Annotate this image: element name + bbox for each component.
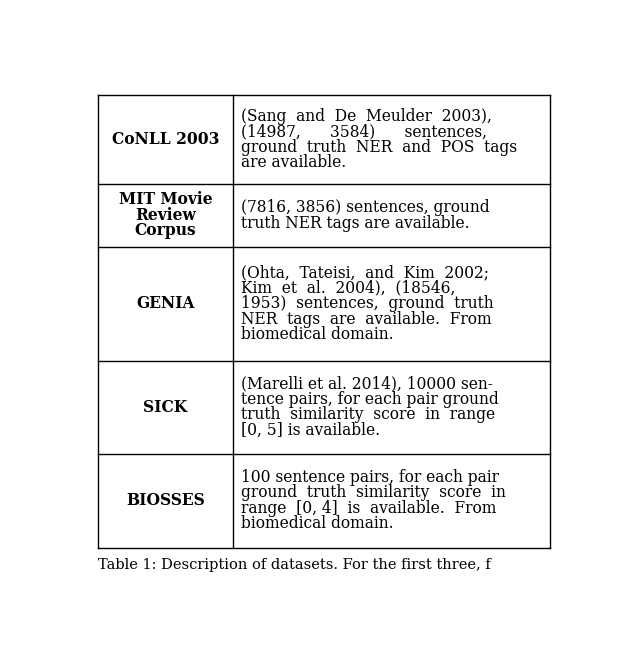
Text: NER  tags  are  available.  From: NER tags are available. From (241, 311, 491, 328)
Text: BIOSSES: BIOSSES (126, 492, 205, 509)
Text: CoNLL 2003: CoNLL 2003 (112, 131, 219, 148)
Text: biomedical domain.: biomedical domain. (241, 515, 393, 532)
Text: are available.: are available. (241, 155, 346, 172)
Text: (Sang  and  De  Meulder  2003),: (Sang and De Meulder 2003), (241, 108, 491, 125)
Text: range  [0, 4]  is  available.  From: range [0, 4] is available. From (241, 500, 496, 517)
Text: truth NER tags are available.: truth NER tags are available. (241, 214, 469, 231)
Text: Corpus: Corpus (135, 222, 197, 239)
Text: Kim  et  al.  2004),  (18546,: Kim et al. 2004), (18546, (241, 280, 455, 296)
Text: ground  truth  similarity  score  in: ground truth similarity score in (241, 484, 505, 501)
Text: 1953)  sentences,  ground  truth: 1953) sentences, ground truth (241, 295, 493, 312)
Text: (14987,      3584)      sentences,: (14987, 3584) sentences, (241, 124, 486, 140)
Text: Table 1: Description of datasets. For the first three, f: Table 1: Description of datasets. For th… (98, 558, 491, 572)
Text: (7816, 3856) sentences, ground: (7816, 3856) sentences, ground (241, 199, 489, 216)
Text: (Marelli et al. 2014), 10000 sen-: (Marelli et al. 2014), 10000 sen- (241, 375, 493, 392)
Text: biomedical domain.: biomedical domain. (241, 326, 393, 343)
Text: (Ohta,  Tateisi,  and  Kim  2002;: (Ohta, Tateisi, and Kim 2002; (241, 264, 488, 281)
Text: Review: Review (135, 207, 196, 224)
Text: tence pairs, for each pair ground: tence pairs, for each pair ground (241, 391, 498, 408)
Text: MIT Movie: MIT Movie (118, 191, 212, 208)
Text: [0, 5] is available.: [0, 5] is available. (241, 422, 380, 439)
Text: GENIA: GENIA (136, 295, 195, 312)
Text: SICK: SICK (143, 398, 188, 415)
Text: 100 sentence pairs, for each pair: 100 sentence pairs, for each pair (241, 469, 498, 486)
Text: ground  truth  NER  and  POS  tags: ground truth NER and POS tags (241, 139, 517, 156)
Text: truth  similarity  score  in  range: truth similarity score in range (241, 406, 495, 423)
